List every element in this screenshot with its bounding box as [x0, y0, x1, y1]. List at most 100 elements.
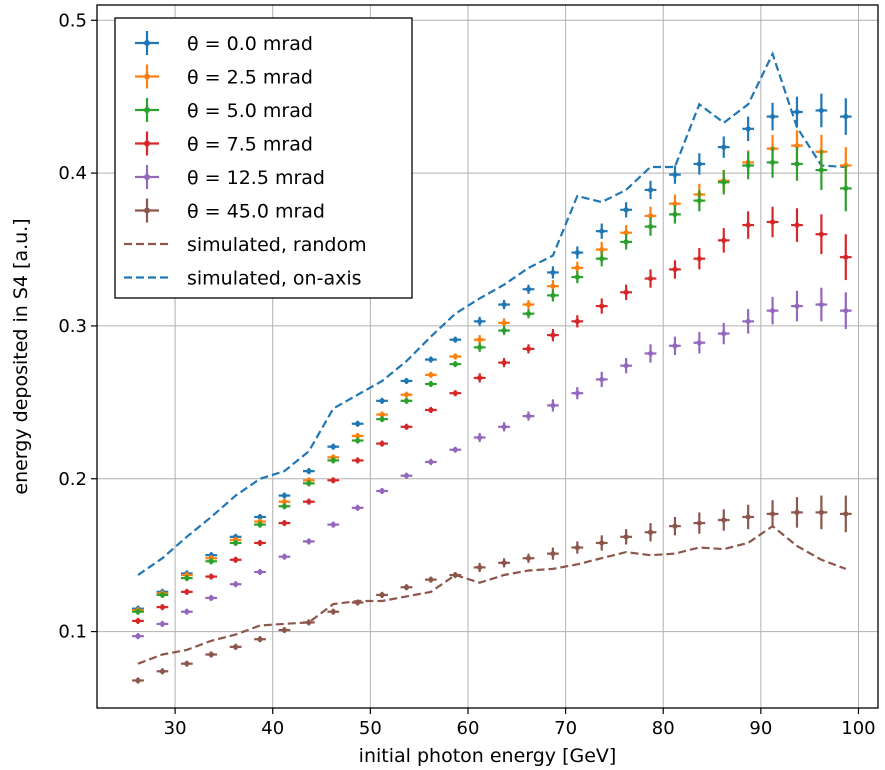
data-point [400, 423, 413, 430]
marker [477, 344, 483, 350]
marker [403, 584, 410, 590]
data-point [669, 516, 681, 536]
marker [672, 523, 678, 529]
data-point [302, 619, 315, 626]
marker [403, 398, 410, 404]
marker [525, 311, 532, 317]
y-axis-label: energy deposited in S4 [a.u.] [10, 218, 32, 494]
data-point [669, 260, 681, 279]
data-point [620, 234, 632, 250]
data-point [717, 509, 730, 531]
legend-marker [144, 40, 150, 46]
data-point [254, 521, 266, 528]
marker [306, 480, 312, 486]
data-point [278, 492, 291, 499]
data-point [351, 420, 364, 427]
data-point [522, 284, 535, 294]
marker [550, 292, 556, 298]
data-point [473, 373, 486, 383]
marker [818, 107, 824, 114]
data-point [449, 446, 462, 453]
marker [355, 599, 361, 606]
data-point [571, 246, 584, 259]
marker [330, 609, 336, 615]
marker [208, 595, 214, 601]
data-point [547, 547, 559, 560]
marker [599, 376, 605, 383]
data-point [498, 299, 510, 310]
data-point [278, 553, 291, 560]
marker [525, 286, 532, 292]
marker [355, 457, 361, 464]
marker [550, 269, 556, 276]
marker [135, 633, 141, 639]
data-point [327, 608, 340, 615]
marker [745, 514, 751, 520]
legend-label: θ = 5.0 mrad [187, 100, 313, 122]
marker [452, 353, 458, 360]
marker [501, 301, 507, 308]
data-point [498, 358, 510, 368]
data-point [644, 217, 657, 236]
marker [818, 509, 824, 515]
data-point [693, 332, 706, 354]
data-point [254, 568, 266, 576]
marker [135, 618, 141, 624]
marker [184, 575, 190, 581]
marker [672, 266, 678, 272]
data-point [156, 668, 169, 675]
data-point [229, 581, 242, 588]
marker [379, 411, 385, 418]
data-point [425, 380, 437, 388]
marker [208, 558, 214, 564]
marker [233, 540, 239, 546]
legend-marker [144, 107, 150, 113]
marker [428, 459, 434, 465]
marker [696, 161, 702, 167]
marker [574, 318, 580, 324]
data-point [156, 591, 169, 598]
data-point [620, 284, 632, 300]
marker [745, 162, 751, 169]
marker [745, 126, 751, 132]
marker [477, 375, 483, 381]
data-point [205, 651, 218, 658]
marker [452, 337, 458, 343]
x-tick-label: 100 [841, 718, 875, 739]
marker [647, 350, 654, 357]
data-point [595, 535, 608, 551]
x-tick-label: 30 [164, 718, 187, 739]
data-point [254, 539, 266, 547]
marker [159, 668, 166, 674]
data-point [595, 298, 608, 314]
legend-marker [144, 174, 150, 180]
data-point [302, 498, 315, 505]
data-point [449, 336, 462, 343]
data-point [180, 575, 193, 582]
legend-item: θ = 0.0 mrad [135, 31, 313, 55]
data-point [473, 432, 486, 443]
marker [794, 509, 800, 515]
data-point [278, 520, 291, 527]
marker [281, 627, 288, 633]
marker [525, 301, 532, 308]
data-point [595, 223, 608, 239]
marker [501, 360, 507, 366]
marker [159, 592, 166, 598]
data-point [547, 399, 559, 412]
data-point [669, 165, 681, 184]
data-point [132, 617, 144, 624]
data-point [327, 521, 340, 528]
marker [696, 520, 702, 526]
marker [428, 356, 434, 363]
legend-marker [144, 207, 150, 214]
data-point [742, 211, 755, 239]
y-tick-label: 0.5 [58, 10, 87, 31]
marker [306, 538, 312, 545]
marker [501, 424, 507, 430]
legend-label: θ = 12.5 mrad [187, 167, 325, 189]
marker [794, 303, 800, 309]
marker [721, 517, 727, 523]
data-point [498, 325, 510, 336]
